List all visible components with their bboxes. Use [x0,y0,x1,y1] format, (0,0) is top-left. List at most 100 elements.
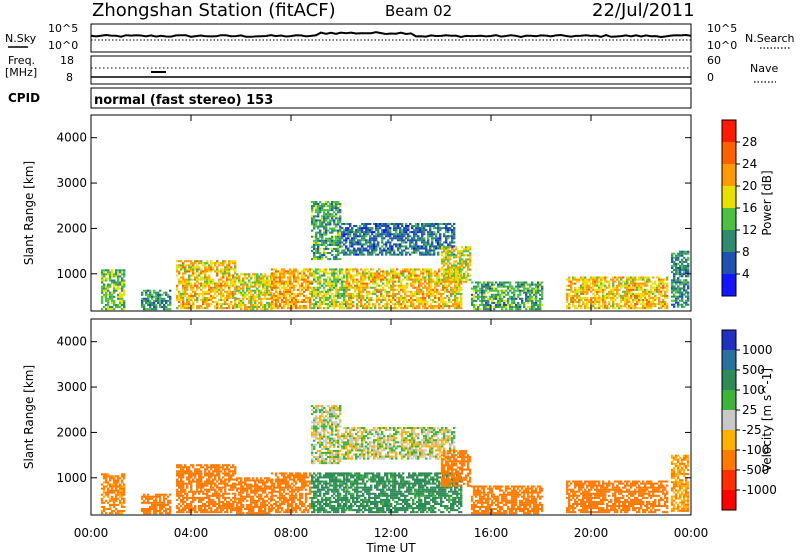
heatmap-cell-7 [433,245,436,248]
heatmap-cell-7 [409,253,412,256]
heatmap-cell-12 [673,295,676,298]
heatmap-cell-4 [297,272,300,275]
heatmap-cell-11 [622,299,625,302]
heatmap-cell-0 [117,475,120,478]
heatmap-cell-11 [598,307,601,310]
heatmap-cell-11 [660,290,663,293]
heatmap-cell-8 [380,301,383,304]
heatmap-cell-7 [365,227,368,230]
heatmap-cell-8 [364,303,367,306]
heatmap-cell-11 [632,307,635,310]
heatmap-cell-3 [256,289,259,292]
heatmap-cell-0 [123,304,126,307]
heatmap-cell-2 [208,305,211,308]
heatmap-cell-2 [214,264,217,267]
heatmap-cell-2 [202,284,205,287]
heatmap-cell-10 [475,287,478,290]
heatmap-cell-1 [167,293,170,296]
heatmap-cell-0 [113,485,116,488]
heatmap-cell-0 [105,297,108,300]
heatmap-cell-6 [313,221,316,224]
heatmap-cell-0 [109,279,112,282]
heatmap-cell-8 [384,276,387,279]
heatmap-cell-8 [408,301,411,304]
heatmap-cell-11 [662,301,665,304]
heatmap-cell-5 [319,282,322,285]
heatmap-cell-7 [401,239,404,242]
heatmap-cell-11 [660,292,663,295]
heatmap-cell-7 [435,235,438,238]
heatmap-cell-0 [105,473,108,476]
heatmap-cell-8 [408,274,411,277]
heatmap-cell-2 [208,284,211,287]
heatmap-cell-8 [436,284,439,287]
heatmap-cell-7 [423,237,426,240]
heatmap-cell-1 [157,503,160,506]
heatmap-cell-4 [285,288,288,291]
heatmap-cell-3 [246,287,249,290]
heatmap-cell-11 [628,299,631,302]
heatmap-cell-6 [337,203,340,206]
heatmap-cell-10 [533,304,536,307]
heatmap-cell-8 [384,305,387,308]
heatmap-cell-8 [436,282,439,285]
heatmap-cell-12 [677,289,680,292]
heatmap-cell-11 [582,278,585,281]
heatmap-cell-1 [147,301,150,304]
heatmap-cell-3 [238,301,241,304]
heatmap-cell-3 [242,304,245,307]
heatmap-cell-7 [403,231,406,234]
heatmap-cell-7 [389,235,392,238]
heatmap-cell-8 [430,270,433,273]
heatmap-cell-11 [656,290,659,293]
heatmap-cell-7 [449,235,452,238]
heatmap-cell-2 [182,503,185,506]
heatmap-cell-8 [404,270,407,273]
heatmap-cell-8 [400,284,403,287]
heatmap-cell-5 [333,268,336,271]
heatmap-cell-7 [363,225,366,228]
heatmap-cell-9 [453,260,456,263]
heatmap-cell-2 [204,284,207,287]
heatmap-cell-8 [434,301,437,304]
heatmap-cell-0 [109,275,112,278]
heatmap-cell-11 [632,276,635,279]
heatmap-cell-8 [366,284,369,287]
heatmap-cell-8 [360,296,363,299]
heatmap-cell-0 [107,293,110,296]
heatmap-cell-12 [675,271,678,274]
heatmap-cell-11 [640,276,643,279]
heatmap-cell-7 [361,227,364,230]
heatmap-cell-8 [400,303,403,306]
heatmap-cell-7 [445,227,448,230]
heatmap-cell-6 [339,219,342,222]
heatmap-cell-1 [159,508,162,511]
heatmap-cell-7 [423,241,426,244]
heatmap-cell-10 [537,283,540,286]
heatmap-cell-12 [671,285,674,288]
heatmap-cell-2 [182,305,185,308]
heatmap-cell-8 [458,288,461,291]
heatmap-cell-11 [588,288,591,291]
heatmap-cell-5 [343,276,346,279]
heatmap-cell-6 [321,221,324,224]
heatmap-cell-0 [101,277,104,280]
heatmap-cell-2 [230,262,233,265]
heatmap-cell-9 [443,268,446,271]
heatmap-cell-6 [321,203,324,206]
heatmap-cell-6 [323,203,326,206]
heatmap-cell-0 [115,508,118,511]
heatmap-cell-3 [252,289,255,292]
heatmap-cell-11 [568,294,571,297]
heatmap-cell-9 [461,276,464,279]
heatmap-cell-0 [117,287,120,290]
heatmap-cell-0 [123,269,126,272]
heatmap-cell-3 [240,304,243,307]
heatmap-cell-4 [283,301,286,304]
heatmap-cell-7 [407,237,410,240]
heatmap-cell-3 [268,297,271,300]
heatmap-cell-10 [489,281,492,284]
heatmap-cell-11 [566,278,569,281]
heatmap-cell-8 [366,286,369,289]
heatmap-cell-2 [210,296,213,299]
